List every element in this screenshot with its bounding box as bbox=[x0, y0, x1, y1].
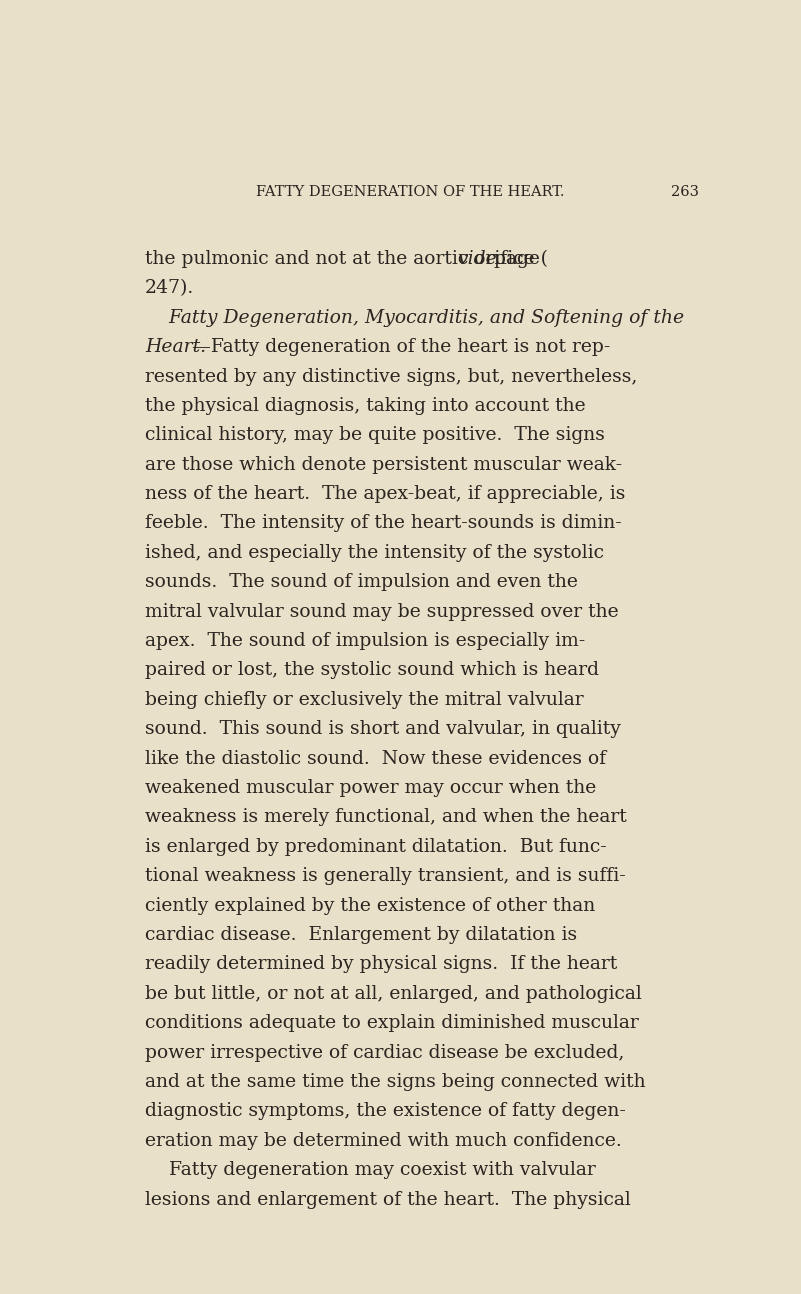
Text: resented by any distinctive signs, but, nevertheless,: resented by any distinctive signs, but, … bbox=[145, 367, 638, 386]
Text: be but little, or not at all, enlarged, and pathological: be but little, or not at all, enlarged, … bbox=[145, 985, 642, 1003]
Text: vide: vide bbox=[457, 250, 497, 268]
Text: is enlarged by predominant dilatation.  But func-: is enlarged by predominant dilatation. B… bbox=[145, 837, 606, 855]
Text: like the diastolic sound.  Now these evidences of: like the diastolic sound. Now these evid… bbox=[145, 749, 606, 767]
Text: conditions adequate to explain diminished muscular: conditions adequate to explain diminishe… bbox=[145, 1014, 638, 1033]
Text: diagnostic symptoms, the existence of fatty degen-: diagnostic symptoms, the existence of fa… bbox=[145, 1102, 626, 1121]
Text: feeble.  The intensity of the heart-sounds is dimin-: feeble. The intensity of the heart-sound… bbox=[145, 515, 622, 532]
Text: clinical history, may be quite positive.  The signs: clinical history, may be quite positive.… bbox=[145, 426, 605, 444]
Text: Fatty Degeneration, Myocarditis, and Softening of the: Fatty Degeneration, Myocarditis, and Sof… bbox=[145, 309, 684, 326]
Text: —Fatty degeneration of the heart is not rep-: —Fatty degeneration of the heart is not … bbox=[192, 338, 610, 356]
Text: the pulmonic and not at the aortic orifice (: the pulmonic and not at the aortic orifi… bbox=[145, 250, 548, 268]
Text: lesions and enlargement of the heart.  The physical: lesions and enlargement of the heart. Th… bbox=[145, 1190, 630, 1209]
Text: mitral valvular sound may be suppressed over the: mitral valvular sound may be suppressed … bbox=[145, 603, 618, 621]
Text: ished, and especially the intensity of the systolic: ished, and especially the intensity of t… bbox=[145, 543, 604, 562]
Text: being chiefly or exclusively the mitral valvular: being chiefly or exclusively the mitral … bbox=[145, 691, 583, 709]
Text: the physical diagnosis, taking into account the: the physical diagnosis, taking into acco… bbox=[145, 397, 586, 415]
Text: and at the same time the signs being connected with: and at the same time the signs being con… bbox=[145, 1073, 646, 1091]
Text: FATTY DEGENERATION OF THE HEART.: FATTY DEGENERATION OF THE HEART. bbox=[256, 185, 565, 199]
Text: apex.  The sound of impulsion is especially im-: apex. The sound of impulsion is especial… bbox=[145, 631, 585, 650]
Text: eration may be determined with much confidence.: eration may be determined with much conf… bbox=[145, 1132, 622, 1150]
Text: are those which denote persistent muscular weak-: are those which denote persistent muscul… bbox=[145, 455, 622, 474]
Text: tional weakness is generally transient, and is suffi-: tional weakness is generally transient, … bbox=[145, 867, 626, 885]
Text: readily determined by physical signs.  If the heart: readily determined by physical signs. If… bbox=[145, 955, 617, 973]
Text: sound.  This sound is short and valvular, in quality: sound. This sound is short and valvular,… bbox=[145, 721, 621, 739]
Text: Fatty degeneration may coexist with valvular: Fatty degeneration may coexist with valv… bbox=[145, 1161, 596, 1179]
Text: cardiac disease.  Enlargement by dilatation is: cardiac disease. Enlargement by dilatati… bbox=[145, 927, 577, 945]
Text: 263: 263 bbox=[671, 185, 699, 199]
Text: ness of the heart.  The apex-beat, if appreciable, is: ness of the heart. The apex-beat, if app… bbox=[145, 485, 626, 503]
Text: page: page bbox=[488, 250, 540, 268]
Text: sounds.  The sound of impulsion and even the: sounds. The sound of impulsion and even … bbox=[145, 573, 578, 591]
Text: 247).: 247). bbox=[145, 280, 194, 298]
Text: Heart.: Heart. bbox=[145, 338, 206, 356]
Text: weakness is merely functional, and when the heart: weakness is merely functional, and when … bbox=[145, 809, 626, 827]
Text: power irrespective of cardiac disease be excluded,: power irrespective of cardiac disease be… bbox=[145, 1043, 624, 1061]
Text: ciently explained by the existence of other than: ciently explained by the existence of ot… bbox=[145, 897, 595, 915]
Text: paired or lost, the systolic sound which is heard: paired or lost, the systolic sound which… bbox=[145, 661, 599, 679]
Text: weakened muscular power may occur when the: weakened muscular power may occur when t… bbox=[145, 779, 596, 797]
